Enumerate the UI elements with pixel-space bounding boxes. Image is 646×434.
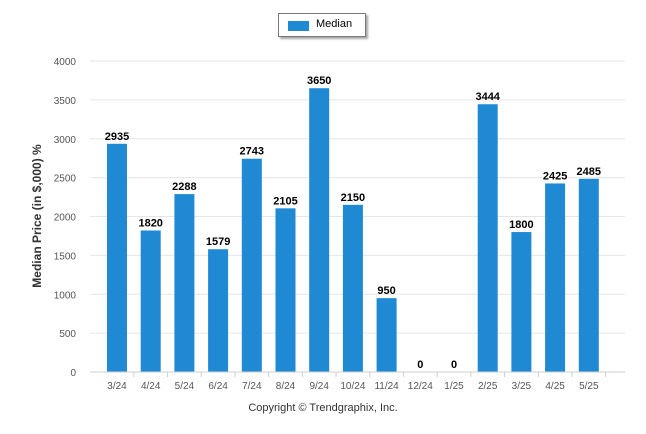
x-tick-label: 2/25 [478,381,498,392]
x-tick-label: 9/24 [309,381,329,392]
y-tick-label: 500 [59,329,76,340]
bar [174,194,195,372]
y-tick-label: 1000 [54,290,77,301]
x-tick-label: 4/25 [545,381,565,392]
y-tick-label: 4000 [54,57,77,68]
bar [376,298,397,372]
y-tick-label: 1500 [54,251,77,262]
data-label: 2105 [273,195,297,207]
bars [107,88,599,373]
x-tick-label: 5/24 [175,381,195,392]
x-tick-label: 3/24 [107,381,127,392]
x-tick-label: 11/24 [374,381,399,392]
x-tick-label: 8/24 [276,381,296,392]
x-tick-label: 6/24 [208,381,228,392]
value-labels: 2935 1820 2288 1579 2743 2105 3650 2150 950 0 0 344… [105,75,601,371]
y-tick-label: 3500 [54,96,77,107]
bar [309,88,330,373]
data-label: 2150 [341,192,365,204]
x-tick-label: 4/24 [141,381,161,392]
data-label: 3650 [307,75,331,87]
x-tick-label: 10/24 [340,381,365,392]
legend-swatch [288,21,309,31]
data-label: 1579 [206,236,230,248]
y-tick-label: 0 [70,368,76,379]
bar [140,230,161,372]
x-tick-label: 7/24 [242,381,262,392]
bar [578,178,599,372]
x-tick-label: 3/25 [512,381,532,392]
x-tick-label: 5/25 [579,381,599,392]
y-tick-label: 2500 [54,174,77,185]
data-label: 950 [377,285,395,297]
data-label: 2288 [172,181,196,193]
y-tick-label: 3000 [54,135,77,146]
bar [477,104,498,372]
y-axis-ticks: 0 500 1000 1500 2000 2500 3000 3500 4000 [54,57,77,379]
legend: Median [278,13,366,37]
data-label: 0 [451,359,457,371]
bar [342,204,363,372]
bar [208,249,229,372]
data-label: 3444 [475,91,500,103]
data-label: 1820 [138,217,162,229]
bar [545,183,566,372]
x-axis-ticks: 3/24 4/24 5/24 6/24 7/24 8/24 9/24 10/24 11/24 12… [90,371,625,392]
legend-label: Median [316,18,353,30]
data-label: 2743 [240,146,264,158]
data-label: 2425 [543,170,567,182]
data-label: 0 [417,359,423,371]
bar [241,158,262,372]
data-label: 2485 [577,166,601,178]
y-tick-label: 2000 [54,213,77,224]
x-tick-label: 12/24 [408,381,433,392]
bar [275,208,296,372]
data-label: 2935 [105,131,129,143]
copyright-footer: Copyright © Trendgraphix, Inc. [248,402,398,414]
data-label: 1800 [509,219,533,231]
bar [511,232,532,372]
y-axis-label: Median Price (in $,000) % [30,144,44,288]
x-tick-label: 1/25 [444,381,464,392]
bar [107,143,127,372]
